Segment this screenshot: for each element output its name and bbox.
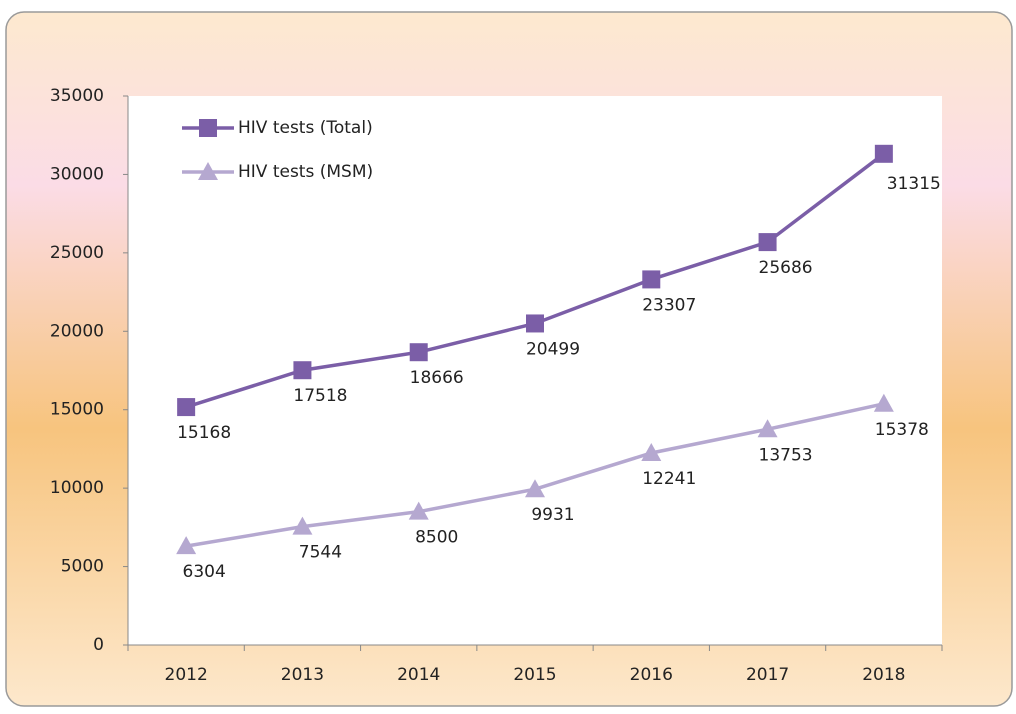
y-tick-label: 20000	[50, 321, 104, 341]
data-point	[525, 479, 545, 498]
data-label: 8500	[415, 528, 458, 548]
data-point	[176, 536, 197, 555]
data-label: 7544	[299, 543, 342, 563]
data-label: 20499	[526, 339, 580, 359]
x-tick-label: 2018	[862, 665, 905, 685]
legend-marker	[199, 119, 217, 137]
data-label: 15378	[875, 420, 929, 440]
x-tick-label: 2017	[746, 665, 789, 685]
data-label: 9931	[531, 505, 574, 525]
data-label: 31315	[887, 174, 941, 194]
data-label: 25686	[759, 258, 813, 278]
x-tick-label: 2016	[630, 665, 673, 685]
y-tick-label: 0	[93, 635, 104, 655]
data-label: 13753	[759, 445, 813, 465]
data-label: 18666	[410, 368, 464, 388]
data-point	[642, 270, 661, 289]
data-point	[409, 343, 428, 362]
y-tick-label: 30000	[50, 164, 104, 184]
data-point	[641, 442, 662, 461]
x-tick-label: 2012	[165, 665, 208, 685]
y-tick-label: 10000	[50, 478, 104, 498]
data-label: 17518	[293, 386, 347, 406]
y-tick-label: 25000	[50, 243, 104, 263]
data-point	[408, 501, 429, 520]
data-point	[177, 398, 196, 417]
y-tick-label: 5000	[61, 557, 104, 577]
legend-marker	[198, 162, 218, 180]
x-tick-label: 2015	[513, 665, 556, 685]
legend-label: HIV tests (Total)	[238, 118, 373, 138]
x-tick-label: 2013	[281, 665, 324, 685]
data-label: 23307	[642, 295, 696, 315]
data-point	[526, 314, 544, 333]
legend-label: HIV tests (MSM)	[238, 162, 373, 182]
y-tick-label: 15000	[50, 400, 104, 420]
data-label: 6304	[183, 562, 226, 582]
data-point	[292, 516, 313, 535]
data-point	[758, 233, 777, 252]
data-point	[874, 144, 893, 163]
data-label: 15168	[177, 423, 231, 443]
data-point	[757, 419, 778, 438]
x-tick-label: 2014	[397, 665, 440, 685]
data-label: 12241	[642, 469, 696, 489]
y-tick-label: 35000	[50, 86, 104, 106]
data-point	[873, 393, 894, 412]
data-point	[293, 361, 312, 380]
plot-area	[128, 96, 942, 645]
